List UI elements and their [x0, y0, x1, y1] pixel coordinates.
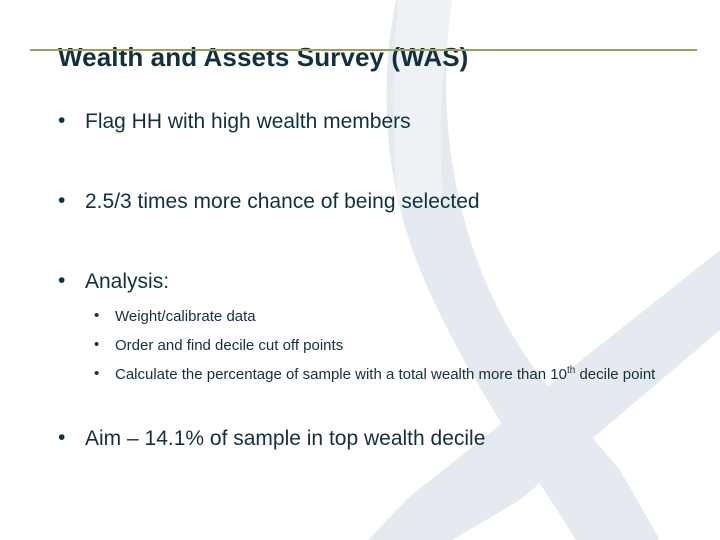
sub-list: Weight/calibrate data Order and find dec… [0, 305, 720, 385]
list-item: Flag HH with high wealth members [0, 107, 720, 136]
title-divider [30, 49, 697, 51]
list-item: Analysis: [0, 267, 720, 296]
page-title: Wealth and Assets Survey (WAS) [58, 42, 469, 72]
sub-list-item: Weight/calibrate data [0, 305, 720, 327]
list-item: Aim – 14.1% of sample in top wealth deci… [0, 424, 720, 453]
sub-list-item-text-part1: Calculate the percentage of sample with … [115, 366, 567, 383]
slide-body: Flag HH with high wealth members 2.5/3 t… [0, 107, 720, 505]
sub-list-item: Calculate the percentage of sample with … [0, 363, 720, 385]
sub-list-item-text-part2: decile point [575, 366, 656, 383]
sub-list-item: Order and find decile cut off points [0, 334, 720, 356]
title-block: Wealth and Assets Survey (WAS) [0, 40, 720, 74]
list-item: 2.5/3 times more chance of being selecte… [0, 187, 720, 216]
